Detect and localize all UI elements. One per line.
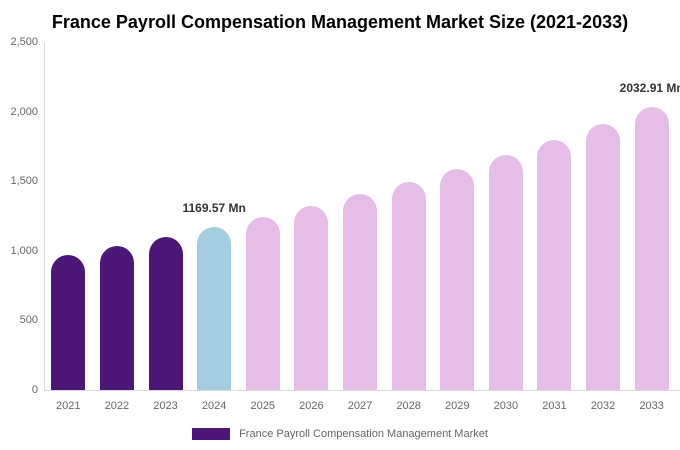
x-axis-tick-label: 2022 [104, 400, 130, 412]
x-axis-tick-label: 2027 [347, 400, 373, 412]
bar-2028[interactable] [391, 181, 426, 390]
legend-label: France Payroll Compensation Management M… [239, 427, 488, 440]
data-label-2033: 2032.91 Mn [619, 81, 680, 96]
y-axis-line [44, 42, 45, 390]
x-axis-tick-label: 2033 [639, 400, 664, 412]
bar-2032[interactable] [586, 123, 621, 390]
bar-2030[interactable] [488, 154, 523, 390]
bar-2023[interactable] [148, 236, 183, 390]
x-axis-tick-label: 2023 [153, 400, 178, 412]
y-axis-tick-label: 500 [19, 314, 38, 327]
bar-2025[interactable] [245, 216, 280, 390]
x-axis-tick-label: 2032 [590, 400, 616, 412]
x-axis-tick-label: 2021 [56, 400, 81, 412]
x-axis-line [44, 390, 680, 391]
bar-2026[interactable] [294, 205, 329, 390]
x-axis-tick-label: 2029 [444, 400, 470, 412]
chart-title: France Payroll Compensation Management M… [51, 12, 629, 32]
x-axis-tick-label: 2028 [396, 400, 421, 412]
data-label-2024: 1169.57 Mn [182, 201, 246, 216]
y-axis-tick-label: 2,500 [10, 36, 38, 48]
bar-2021[interactable] [51, 254, 86, 390]
x-axis-tick-label: 2025 [250, 400, 275, 412]
x-axis-tick-label: 2024 [201, 400, 227, 412]
bar-2024[interactable] [197, 227, 232, 390]
bar-2031[interactable] [537, 139, 572, 390]
y-axis-tick-label: 0 [31, 384, 38, 396]
bar-2029[interactable] [440, 168, 475, 390]
y-axis-tick-label: 2,000 [10, 105, 38, 118]
legend-swatch [192, 427, 231, 440]
y-axis-tick-label: 1,500 [10, 175, 38, 188]
bar-2033[interactable] [634, 107, 669, 390]
x-axis-tick-label: 2030 [493, 400, 519, 412]
x-axis-tick-label: 2026 [299, 400, 324, 412]
bar-2022[interactable] [99, 246, 134, 390]
legend: France Payroll Compensation Management M… [0, 426, 680, 441]
x-axis-tick-label: 2031 [542, 400, 567, 412]
bar-2027[interactable] [343, 194, 377, 390]
y-axis-tick-label: 1,000 [10, 244, 38, 257]
